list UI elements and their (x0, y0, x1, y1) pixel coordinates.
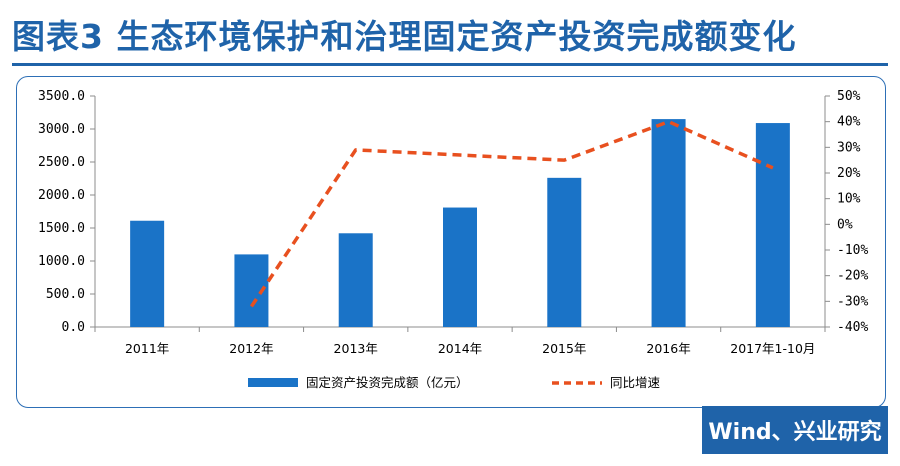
right-tick-label: 20% (837, 166, 861, 181)
bar (651, 119, 686, 327)
category-label: 2012年 (229, 341, 273, 356)
left-tick-label: 1000.0 (38, 254, 85, 269)
left-tick-label: 2500.0 (38, 155, 85, 170)
legend-bar-swatch (248, 378, 298, 387)
legend-line-label: 同比增速 (610, 375, 661, 390)
right-axis: -40% -30% -20% -10% 0% 10% 20% 30% 40% 50% (825, 89, 868, 335)
category-label: 2014年 (438, 341, 482, 356)
right-tick-label: -40% (837, 320, 868, 335)
left-tick-label: 2000.0 (38, 188, 85, 203)
bar-series (130, 119, 790, 327)
chart-frame (16, 76, 886, 408)
right-tick-label: 50% (837, 89, 861, 104)
left-tick-label: 1500.0 (38, 221, 85, 236)
right-tick-label: 10% (837, 192, 861, 207)
legend-bar-label: 固定资产投资完成额（亿元） (306, 375, 469, 390)
left-tick-label: 0.0 (62, 320, 85, 335)
bar (130, 220, 165, 327)
right-tick-label: -10% (837, 243, 868, 258)
right-tick-label: -30% (837, 294, 868, 309)
left-tick-label: 3500.0 (38, 89, 85, 104)
category-label: 2013年 (334, 341, 378, 356)
title-divider (12, 63, 888, 66)
growth-line (249, 119, 774, 308)
bar (547, 177, 582, 327)
legend: 固定资产投资完成额（亿元） 同比增速 (248, 375, 661, 390)
right-tick-label: 30% (837, 140, 861, 155)
category-axis: 2011年 2012年 2013年 2014年 2015年 2016年 2017年1-10月 (94, 327, 826, 356)
left-axis: 0.0 500.0 1000.0 1500.0 2000.0 2500.0 3000.0 35… (38, 89, 95, 335)
category-label: 2015年 (542, 341, 586, 356)
source-tag: Wind、兴业研究 (702, 406, 888, 454)
left-tick-label: 500.0 (46, 287, 85, 302)
left-tick-label: 3000.0 (38, 122, 85, 137)
page-title: 图表3 生态环境保护和治理固定资产投资完成额变化 (12, 17, 797, 56)
bar (755, 123, 790, 327)
category-label: 2011年 (125, 341, 169, 356)
right-tick-label: -20% (837, 269, 868, 284)
bar (443, 207, 477, 327)
category-label: 2017年1-10月 (730, 341, 815, 356)
bar (338, 233, 373, 327)
category-label: 2016年 (646, 341, 690, 356)
right-tick-label: 0% (837, 217, 853, 232)
right-tick-label: 40% (837, 115, 861, 130)
growth-line-series (249, 119, 774, 308)
